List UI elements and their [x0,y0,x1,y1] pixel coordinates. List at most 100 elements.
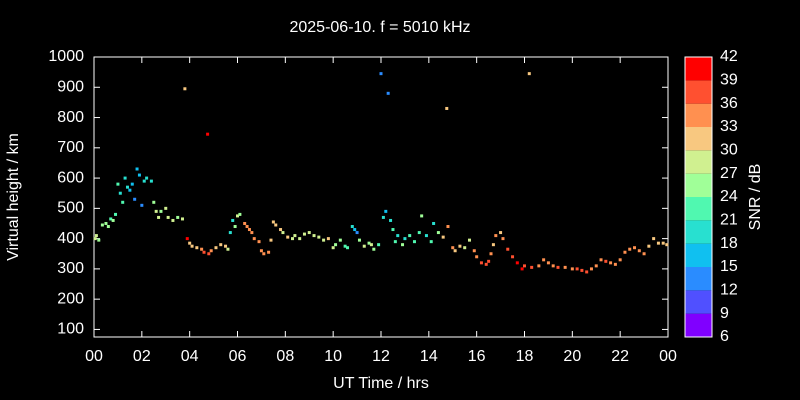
data-point [546,261,550,265]
colorbar-band [685,243,712,267]
data-point [145,176,149,180]
data-point [594,264,598,268]
data-point [379,72,383,76]
data-point [259,249,263,253]
data-point [489,252,493,256]
data-point [252,237,256,241]
data-point [233,225,237,229]
data-point [185,237,189,241]
data-point [355,231,359,235]
data-point [506,247,510,251]
data-point [135,167,139,171]
data-point [499,231,503,235]
data-point [357,238,361,242]
data-point [125,185,129,189]
data-point [183,87,187,91]
data-point [176,215,180,219]
data-point [202,250,206,254]
data-point [123,176,127,180]
colorbar-band [685,313,712,337]
data-point [331,246,335,250]
colorbar-tick-label: 18 [720,235,738,252]
data-point [515,261,519,265]
data-point [362,244,366,248]
data-point [530,265,534,269]
data-point [128,188,132,192]
data-point [458,244,462,248]
data-point [317,235,321,239]
data-point [491,243,495,247]
data-point [446,225,450,229]
data-point [188,241,192,245]
data-point [262,252,266,256]
data-point [429,240,433,244]
data-point [293,234,297,238]
data-point [436,231,440,235]
colorbar-tick-label: 42 [720,48,738,65]
data-point [445,106,449,110]
colorbar-tick-label: 6 [720,328,729,345]
colorbar-band [685,150,712,174]
data-point [236,214,239,218]
data-point [219,243,223,247]
data-point [401,243,405,247]
data-point [286,235,290,239]
data-point [200,247,204,251]
data-point [501,237,505,241]
data-point [114,212,118,216]
colorbar-label: SNR / dB [747,164,764,231]
colorbar-tick-label: 30 [720,142,738,159]
data-point [393,240,397,244]
data-point [494,234,498,238]
x-tick-label: 22 [611,348,629,365]
data-point [180,217,184,221]
data-point [307,231,311,235]
colorbar-band [685,220,712,244]
y-axis-label: Virtual height / km [5,133,22,261]
data-point [133,197,137,201]
data-point [243,221,247,225]
colorbar-band [685,103,712,127]
colorbar-tick-label: 36 [720,95,738,112]
colorbar-band [685,173,712,197]
x-tick-label: 04 [181,348,199,365]
data-point [343,244,347,248]
data-point [609,261,613,265]
data-point [322,238,326,242]
y-tick-label: 1000 [48,48,84,65]
data-point [226,247,230,251]
data-point [228,231,232,235]
data-point [106,225,110,229]
data-point [520,267,524,271]
data-point [647,244,651,248]
data-point [93,237,97,241]
data-point [271,220,275,224]
x-tick-label: 16 [468,348,486,365]
colorbar-band [685,80,712,104]
colorbar-band [685,57,712,81]
data-point [463,246,467,250]
x-tick-label: 10 [324,348,342,365]
chart-title: 2025-06-10. f = 5010 kHz [289,19,470,36]
data-point [247,228,251,232]
data-point [195,246,199,250]
y-tick-label: 500 [57,200,84,217]
data-point [381,215,385,219]
colorbar-tick-label: 15 [720,258,738,275]
data-point [412,240,416,244]
data-point [142,179,146,183]
y-tick-label: 300 [57,260,84,277]
x-tick-label: 20 [563,348,581,365]
data-point [206,132,210,136]
data-point [613,262,617,266]
data-point [537,264,541,268]
data-point [585,270,589,274]
data-point [623,250,627,254]
data-point [396,234,400,238]
data-point [137,173,141,177]
data-point [121,200,125,204]
data-point [281,231,285,235]
data-point [118,191,122,195]
x-tick-label: 14 [420,348,438,365]
